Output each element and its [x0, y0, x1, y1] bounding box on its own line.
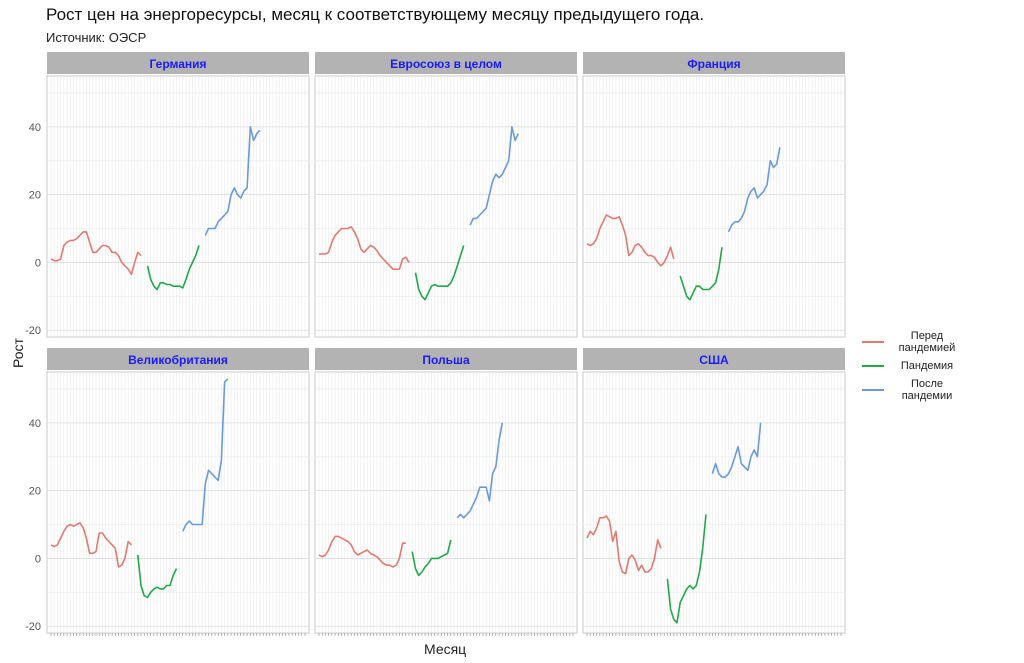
y-tick-label: 40: [29, 418, 41, 430]
facet-strip: [315, 52, 577, 74]
panel-background: [314, 371, 578, 634]
facet-strip-label: Польша: [422, 353, 470, 367]
y-tick-label: -20: [25, 621, 41, 633]
series-line-pandemic: [146, 245, 200, 291]
series-line-after: [711, 422, 762, 478]
series-line-after: [456, 422, 504, 519]
series-line-after: [204, 126, 261, 236]
facet-strip-label: Германия: [149, 57, 206, 71]
series-line-pandemic: [666, 514, 707, 624]
y-tick-label: 0: [35, 257, 41, 269]
y-tick-label: 0: [35, 553, 41, 565]
y-tick-label: 20: [29, 486, 41, 498]
series-line-before: [319, 226, 410, 271]
x-axis-label: Месяц: [424, 641, 467, 657]
legend-label-before: Перед пандемией: [898, 330, 956, 354]
facet-strip: [583, 348, 845, 370]
series-line-before: [318, 535, 406, 568]
chart-subtitle: Источник: ОЭСР: [46, 30, 147, 45]
legend-item-pandemic: Пандемия: [862, 360, 962, 372]
facet-strip: [47, 348, 309, 370]
y-tick-label: 40: [29, 122, 41, 134]
legend-label-pandemic: Пандемия: [900, 360, 954, 372]
facet-strip: [315, 348, 577, 370]
series-line-pandemic: [679, 247, 723, 301]
series-line-before: [586, 214, 675, 267]
legend-swatch-pandemic: [862, 365, 884, 367]
series-line-before: [50, 521, 132, 568]
legend-item-before: Перед пандемией: [862, 330, 962, 354]
legend-label-after: После пандемии: [901, 378, 953, 402]
legend-swatch-before: [862, 341, 884, 343]
panel-background: [314, 75, 578, 338]
series-line-pandemic: [414, 245, 465, 301]
series-line-after: [469, 126, 520, 226]
series-line-before: [586, 515, 662, 575]
chart-title: Рост цен на энергоресурсы, месяц к соотв…: [46, 5, 705, 24]
y-tick-label: 20: [29, 190, 41, 202]
facet-strip: [583, 52, 845, 74]
y-tick-label: -20: [25, 325, 41, 337]
series-line-before: [50, 231, 142, 276]
series-line-after: [182, 378, 229, 532]
panel-background: [582, 371, 846, 634]
facet-strip-label: Евросоюз в целом: [390, 57, 502, 71]
series-line-after: [727, 147, 781, 233]
legend: Перед пандемией Пандемия После пандемии: [862, 330, 962, 408]
panel-background: [46, 75, 310, 338]
panel-background: [582, 75, 846, 338]
facet-strip-label: США: [699, 353, 729, 367]
facet-strip-label: Великобритания: [128, 353, 228, 367]
legend-item-after: После пандемии: [862, 378, 962, 402]
series-line-pandemic: [137, 554, 178, 599]
series-line-pandemic: [411, 539, 452, 577]
legend-swatch-after: [862, 389, 884, 391]
facet-strip: [47, 52, 309, 74]
facet-strip-label: Франция: [687, 57, 740, 71]
panel-background: [46, 371, 310, 634]
